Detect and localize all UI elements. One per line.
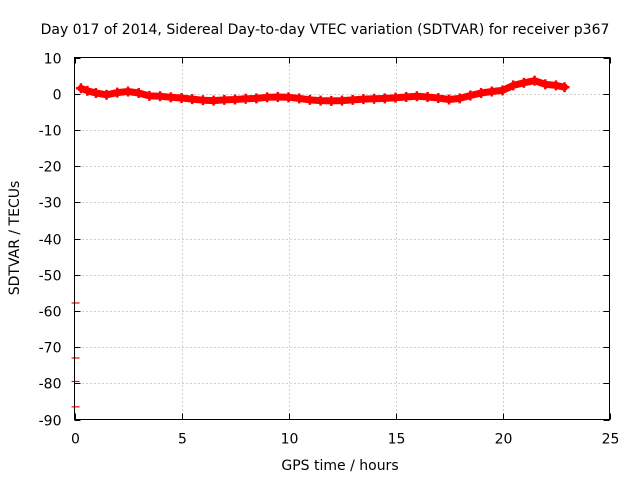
y-tick-label: -80 — [39, 377, 62, 393]
y-tick-label: -10 — [39, 124, 62, 140]
chart-title: Day 017 of 2014, Sidereal Day-to-day VTE… — [41, 22, 610, 38]
x-tick-label: 15 — [388, 432, 406, 448]
x-tick-label: 25 — [602, 432, 620, 448]
series-band — [77, 77, 569, 105]
grid — [74, 57, 610, 420]
y-tick-label: -30 — [39, 196, 62, 212]
y-tick-label: -50 — [39, 269, 62, 285]
x-tick-label: 5 — [178, 432, 187, 448]
data-points — [71, 75, 570, 408]
plot-frame — [74, 57, 610, 420]
tick-labels: 0 5 10 15 20 25 10 0 -10 -20 -30 -40 -50 -60 -70 -80 -90 — [39, 52, 620, 448]
y-tick-label: 10 — [44, 52, 62, 68]
x-axis-label: GPS time / hours — [281, 458, 398, 474]
x-tick-label: 20 — [495, 432, 513, 448]
y-tick-label: -60 — [39, 305, 62, 321]
y-tick-label: -40 — [39, 233, 62, 249]
y-tick-label: -90 — [39, 414, 62, 430]
y-axis-label: SDTVAR / TECUs — [7, 181, 23, 296]
y-tick-label: -70 — [39, 341, 62, 357]
axis-ticks — [74, 57, 611, 421]
x-tick-label: 10 — [281, 432, 299, 448]
y-tick-label: -20 — [39, 160, 62, 176]
y-tick-label: 0 — [53, 88, 62, 104]
x-tick-label: 0 — [71, 432, 80, 448]
